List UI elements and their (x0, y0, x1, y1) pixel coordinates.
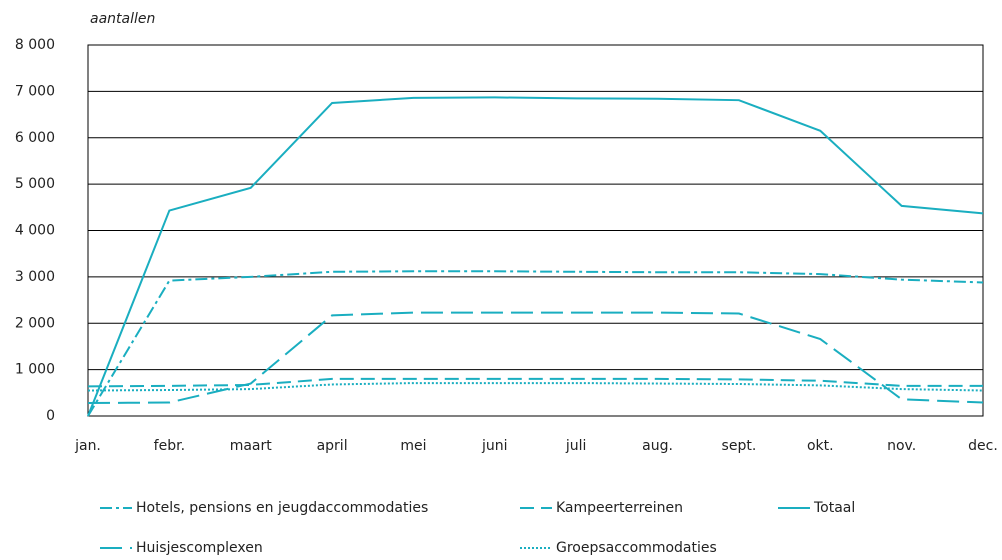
y-tick-label: 3 000 (15, 269, 55, 285)
series-line (87, 382, 984, 392)
legend-label: Totaal (813, 500, 855, 516)
x-tick-label: maart (230, 438, 273, 454)
series-line (87, 311, 984, 405)
legend-label: Huisjescomplexen (136, 540, 263, 556)
x-tick-label: nov. (887, 438, 916, 454)
y-tick-label: 7 000 (15, 83, 55, 99)
series-line (87, 377, 983, 388)
x-tick-label: jan. (74, 438, 101, 454)
legend-label: Hotels, pensions en jeugdaccommodaties (136, 500, 428, 516)
legend-label: Groepsaccommodaties (556, 540, 717, 556)
x-tick-label: april (317, 438, 348, 454)
y-tick-label: 2 000 (15, 315, 55, 331)
x-tick-label: dec. (968, 438, 998, 454)
y-axis-label: aantallen (90, 11, 155, 27)
x-tick-label: juni (481, 438, 508, 454)
y-tick-label: 1 000 (15, 362, 55, 378)
x-tick-label: febr. (154, 438, 185, 454)
y-tick-label: 4 000 (15, 223, 55, 239)
series-line (87, 96, 984, 417)
x-tick-label: mei (400, 438, 426, 454)
y-tick-label: 5 000 (15, 176, 55, 192)
x-tick-label: okt. (807, 438, 834, 454)
legend-label: Kampeerterreinen (556, 500, 683, 516)
x-tick-label: aug. (642, 438, 673, 454)
y-tick-label: 6 000 (15, 130, 55, 146)
series-line (87, 270, 984, 417)
y-tick-label: 0 (46, 408, 55, 424)
y-tick-label: 8 000 (15, 37, 55, 53)
x-tick-label: sept. (722, 438, 757, 454)
x-tick-label: juli (565, 438, 587, 454)
